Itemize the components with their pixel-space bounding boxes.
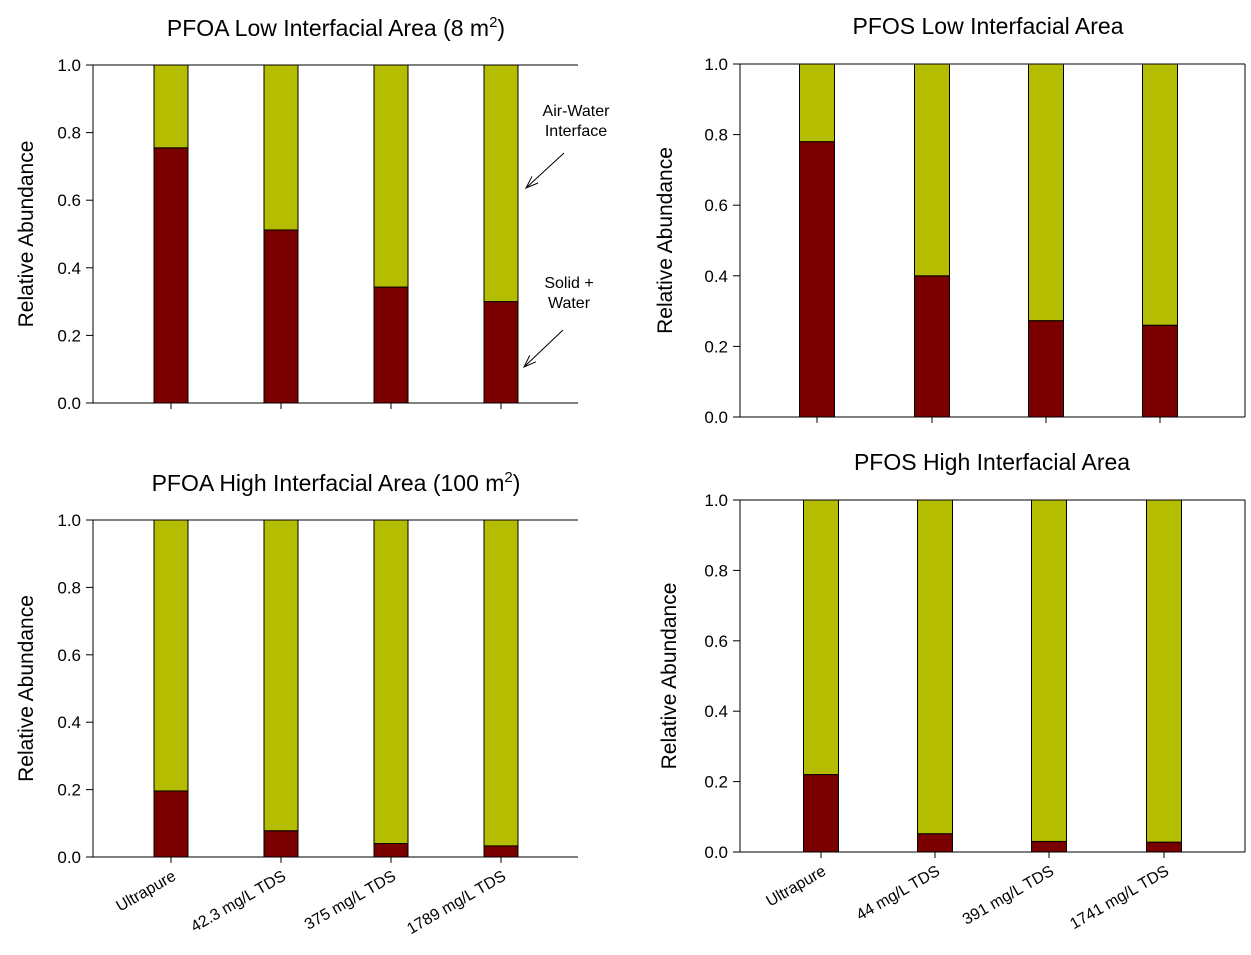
chart-panel-2: PFOS Low Interfacial Area Relative Abunda… <box>654 13 1246 427</box>
y-tick-label: 0.4 <box>704 267 728 286</box>
bar-air-water-1 <box>799 63 835 143</box>
bar-air-water-2 <box>263 64 299 231</box>
y-tick-label: 1.0 <box>57 511 81 530</box>
y-axis-label: Relative Abundance <box>15 141 38 328</box>
bar-air-water-1 <box>153 64 189 149</box>
bar-solid-water-2 <box>263 229 299 404</box>
arrow-air-water <box>525 152 565 189</box>
bar-air-water-3 <box>1028 63 1064 322</box>
x-category-label: 44 mg/L TDS <box>854 863 943 924</box>
y-tick-label: 0.8 <box>704 126 728 145</box>
y-tick-label: 0.2 <box>57 326 81 345</box>
chart-title-suffix: ) <box>513 470 521 496</box>
bar-solid-water-2 <box>263 830 299 858</box>
bar-solid-water-3 <box>1028 320 1064 418</box>
y-axis-label: Relative Abundance <box>15 595 38 782</box>
chart-panel-3: PFOA High Interfacial Area (100 m2) Relat… <box>15 469 578 938</box>
x-category-label: 1789 mg/L TDS <box>404 868 509 938</box>
y-tick-label: 1.0 <box>57 56 81 75</box>
y-tick-label: 0.4 <box>57 259 81 278</box>
y-tick-label: 0.2 <box>704 773 728 792</box>
chart-title: PFOS High Interfacial Area <box>854 449 1130 475</box>
bar-solid-water-4 <box>483 845 519 858</box>
bar-air-water-2 <box>914 63 950 277</box>
annotation-air-water: Air-Water Interface <box>543 103 611 140</box>
bar-air-water-4 <box>1142 63 1178 326</box>
annotation-solid-water: Solid + Water <box>544 275 593 312</box>
y-tick-label: 1.0 <box>704 491 728 510</box>
x-category-label: Ultrapure <box>114 868 180 916</box>
chart-title-text: PFOA High Interfacial Area (100 m <box>152 470 505 496</box>
x-category-label: 391 mg/L TDS <box>960 863 1057 929</box>
chart-title: PFOA Low Interfacial Area (8 m2) <box>167 14 505 41</box>
bar-solid-water-3 <box>1031 840 1067 853</box>
y-tick-label: 0.6 <box>704 196 728 215</box>
y-tick-label: 0.8 <box>704 561 728 580</box>
x-category-label: 375 mg/L TDS <box>302 868 399 934</box>
x-category-label: Ultrapure <box>764 863 830 911</box>
y-tick-label: 0.2 <box>704 337 728 356</box>
bar-solid-water-2 <box>917 833 953 853</box>
y-tick-label: 0.2 <box>57 781 81 800</box>
bar-air-water-3 <box>373 519 409 845</box>
bar-air-water-3 <box>373 64 409 288</box>
y-tick-label: 0.6 <box>704 632 728 651</box>
chart-panel-1: PFOA Low Interfacial Area (8 m2) Relative… <box>15 14 610 413</box>
bar-air-water-4 <box>483 519 519 847</box>
y-tick-label: 0.4 <box>57 713 81 732</box>
x-category-label: 42.3 mg/L TDS <box>188 868 289 936</box>
bar-air-water-2 <box>917 499 953 835</box>
arrow-solid-water-head <box>522 355 537 369</box>
y-axis-label: Relative Abundance <box>658 583 681 770</box>
bar-solid-water-3 <box>373 843 409 858</box>
bar-air-water-1 <box>153 519 189 792</box>
bar-solid-water-4 <box>1146 841 1182 853</box>
y-tick-label: 1.0 <box>704 55 728 74</box>
y-tick-label: 0.6 <box>57 646 81 665</box>
bar-solid-water-1 <box>153 790 189 858</box>
chart-title-text: PFOA Low Interfacial Area (8 m <box>167 15 489 41</box>
chart-title-superscript: 2 <box>504 469 512 486</box>
bar-solid-water-4 <box>483 301 519 404</box>
y-tick-label: 0.0 <box>704 843 728 862</box>
bar-solid-water-1 <box>799 141 835 418</box>
y-tick-label: 0.8 <box>57 124 81 143</box>
arrow-air-water-head <box>524 176 539 189</box>
bar-air-water-4 <box>483 64 519 303</box>
chart-panel-4: PFOS High Interfacial Area Relative Abund… <box>658 449 1246 933</box>
chart-title: PFOA High Interfacial Area (100 m2) <box>152 469 521 496</box>
bar-solid-water-3 <box>373 286 409 404</box>
chart-title-text: PFOS Low Interfacial Area <box>852 13 1123 39</box>
bar-air-water-2 <box>263 519 299 832</box>
y-tick-label: 0.6 <box>57 191 81 210</box>
bar-air-water-3 <box>1031 499 1067 842</box>
y-tick-label: 0.0 <box>704 408 728 427</box>
chart-title: PFOS Low Interfacial Area <box>852 13 1123 39</box>
chart-title-superscript: 2 <box>489 14 497 31</box>
y-tick-label: 0.0 <box>57 848 81 867</box>
x-category-label: 1741 mg/L TDS <box>1067 863 1172 933</box>
y-tick-label: 0.4 <box>704 702 728 721</box>
y-tick-label: 0.0 <box>57 394 81 413</box>
bar-air-water-4 <box>1146 499 1182 843</box>
bar-air-water-1 <box>803 499 839 776</box>
bar-solid-water-2 <box>914 275 950 418</box>
y-tick-label: 0.8 <box>57 578 81 597</box>
bar-solid-water-1 <box>803 774 839 853</box>
bar-solid-water-1 <box>153 147 189 404</box>
chart-title-text: PFOS High Interfacial Area <box>854 449 1130 475</box>
arrow-solid-water <box>523 329 564 368</box>
chart-title-suffix: ) <box>497 15 505 41</box>
y-axis-label: Relative Abundance <box>654 147 677 334</box>
bar-solid-water-4 <box>1142 324 1178 418</box>
